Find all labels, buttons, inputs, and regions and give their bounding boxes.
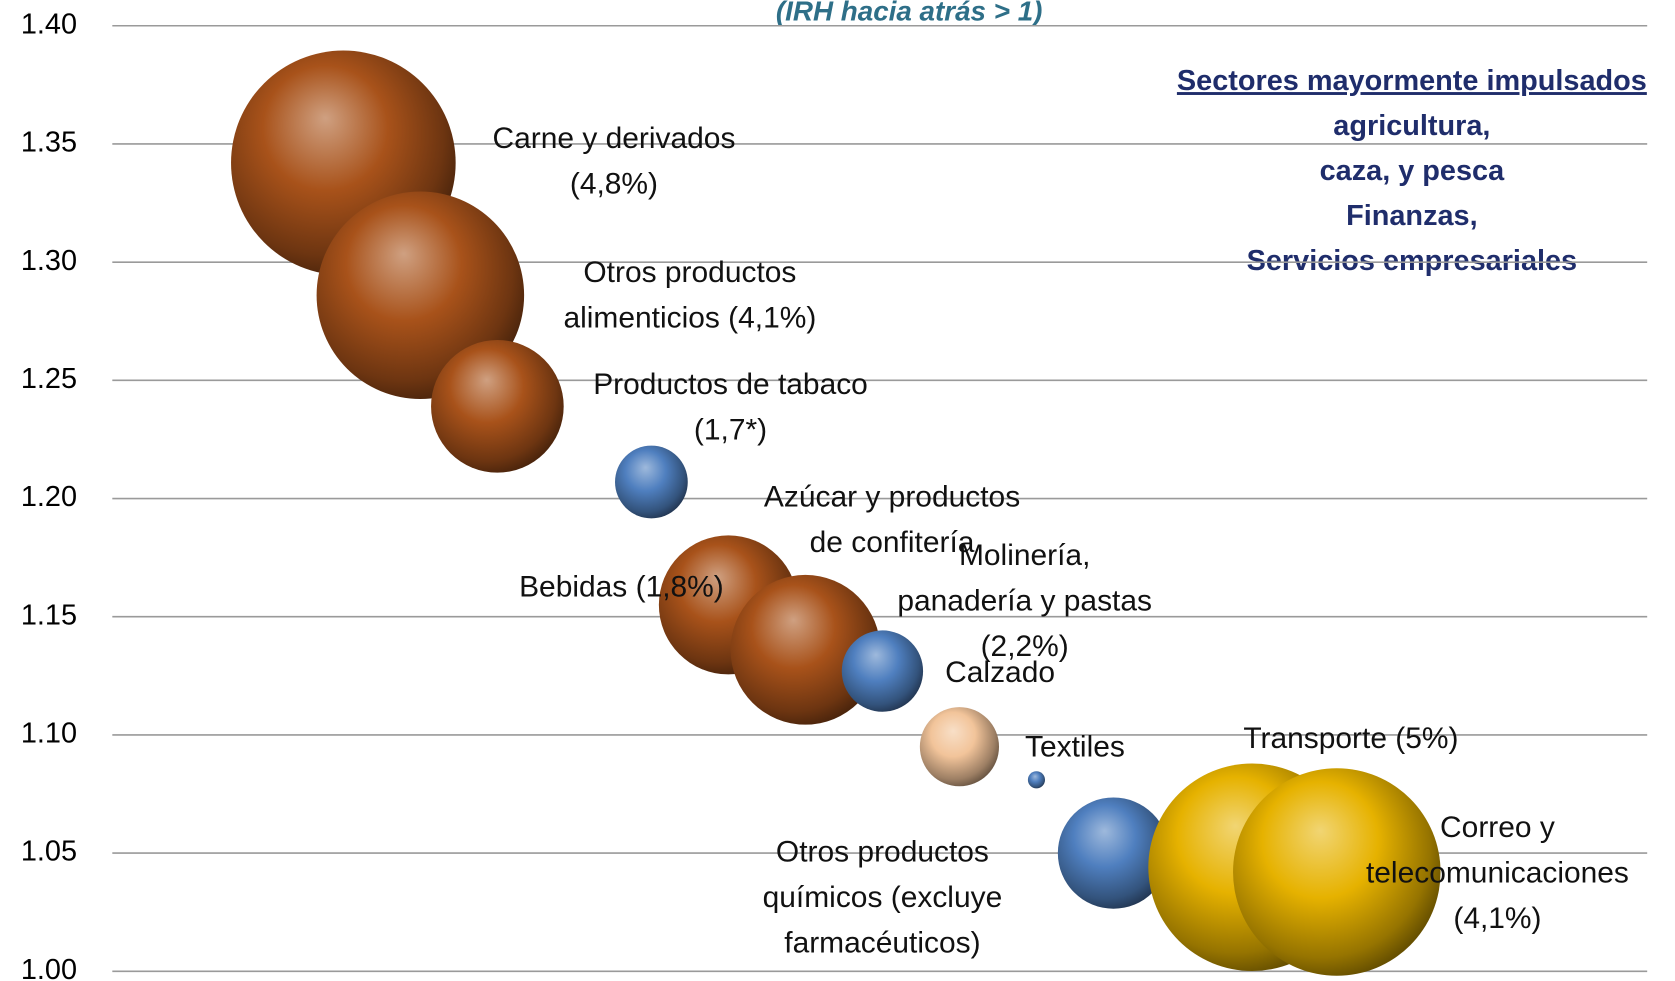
bubble-label: Carne y derivados xyxy=(492,122,735,155)
bubble-label: Azúcar y productos xyxy=(764,480,1020,513)
bubble-label: Productos de tabaco xyxy=(593,368,868,401)
bubble xyxy=(919,707,1000,787)
y-tick-label: 1.05 xyxy=(21,836,77,868)
bubble xyxy=(1027,771,1046,789)
bubble-label: químicos (excluye xyxy=(763,881,1003,914)
bubble-label: (4,8%) xyxy=(570,168,658,201)
y-tick-label: 1.40 xyxy=(21,8,77,40)
annotation-line: Servicios empresariales xyxy=(1247,245,1578,277)
bubble-label: Transporte (5%) xyxy=(1243,722,1458,755)
bubble-label: telecomunicaciones xyxy=(1366,856,1629,889)
y-tick-label: 1.35 xyxy=(21,127,77,159)
bubble-label: Otros productos xyxy=(583,256,796,289)
y-tick-label: 1.20 xyxy=(21,481,77,513)
subtitle: (IRH hacia atrás > 1) xyxy=(776,0,1043,26)
y-tick-label: 1.25 xyxy=(21,363,77,395)
bubble-label: alimenticios (4,1%) xyxy=(563,301,816,334)
bubble-label: Textiles xyxy=(1025,731,1125,764)
y-tick-label: 1.00 xyxy=(21,954,77,981)
bubble-label: farmacéuticos) xyxy=(784,926,980,959)
annotation-line: caza, y pesca xyxy=(1320,155,1505,187)
bubble xyxy=(1233,768,1441,976)
y-tick-label: 1.10 xyxy=(21,718,77,750)
bubble-label: (1,7*) xyxy=(694,414,767,447)
bubble-label: de confitería xyxy=(810,526,975,559)
bubble-label: Calzado xyxy=(945,656,1055,689)
bubble xyxy=(841,630,924,712)
annotation-line: agricultura, xyxy=(1333,110,1490,142)
bubble-label: Bebidas (1,8%) xyxy=(519,570,724,603)
bubble-label: Molinería, xyxy=(959,539,1090,572)
annotation-line: Finanzas, xyxy=(1346,200,1478,232)
bubble xyxy=(431,340,564,473)
bubble xyxy=(730,574,881,725)
bubble-label: Otros productos xyxy=(776,836,989,869)
bubble-label: Correo y xyxy=(1440,811,1555,844)
bubble-label: (4,1%) xyxy=(1453,902,1541,935)
y-tick-label: 1.15 xyxy=(21,599,77,631)
y-tick-label: 1.30 xyxy=(21,245,77,277)
bubble-label: panadería y pastas xyxy=(897,585,1152,618)
bubble-label: (2,2%) xyxy=(981,630,1069,663)
bubble xyxy=(615,445,688,519)
annotation-heading: Sectores mayormente impulsados xyxy=(1177,65,1647,97)
bubble xyxy=(1057,797,1170,909)
